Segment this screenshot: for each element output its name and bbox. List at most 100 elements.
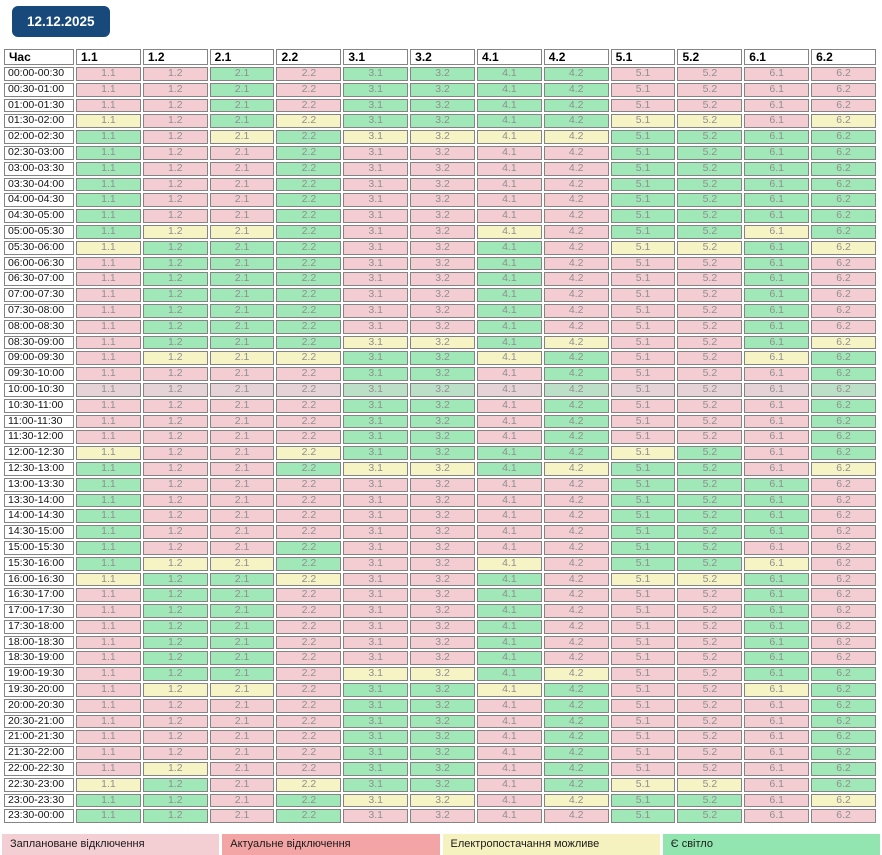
schedule-cell: 6.2 xyxy=(811,319,876,334)
time-cell: 23:30-00:00 xyxy=(4,809,74,824)
schedule-cell: 4.2 xyxy=(543,414,609,429)
schedule-cell: 6.1 xyxy=(744,525,810,539)
schedule-cell: 2.2 xyxy=(276,446,342,460)
time-cell: 04:00-04:30 xyxy=(4,193,74,208)
time-cell: 18:30-19:00 xyxy=(4,651,74,666)
schedule-cell: 5.1 xyxy=(610,367,676,381)
time-cell: 09:30-10:00 xyxy=(4,367,74,381)
schedule-cell: 4.2 xyxy=(543,319,609,334)
schedule-cell: 2.1 xyxy=(209,272,275,287)
schedule-cell: 4.1 xyxy=(476,130,542,144)
table-row: 17:30-18:00 1.1 1.2 2.1 2.2 3.1 3.2 4.1 4.2 5.1 5.… xyxy=(4,619,876,634)
schedule-cell: 5.2 xyxy=(677,224,743,239)
schedule-cell: 6.2 xyxy=(811,493,876,508)
schedule-cell: 6.1 xyxy=(744,746,810,761)
schedule-cell: 6.1 xyxy=(744,477,810,492)
schedule-cell: 4.1 xyxy=(476,604,542,618)
schedule-cell: 5.2 xyxy=(677,288,743,302)
schedule-cell: 4.1 xyxy=(476,319,542,334)
table-row: 06:30-07:00 1.1 1.2 2.1 2.2 3.1 3.2 4.1 4.2 5.1 5.… xyxy=(4,272,876,287)
schedule-cell: 3.2 xyxy=(410,98,475,113)
schedule-cell: 6.2 xyxy=(811,145,876,160)
schedule-cell: 4.1 xyxy=(476,256,542,271)
schedule-cell: 1.2 xyxy=(142,382,208,397)
schedule-cell: 6.2 xyxy=(811,130,876,144)
schedule-cell: 1.2 xyxy=(142,683,208,697)
schedule-cell: 3.2 xyxy=(410,793,475,808)
schedule-cell: 3.1 xyxy=(343,588,409,603)
schedule-cell: 6.2 xyxy=(811,240,876,255)
schedule-body: 00:00-00:30 1.1 1.2 2.1 2.2 3.1 3.2 4.1 4.2 5.1 5.… xyxy=(4,67,876,824)
schedule-cell: 3.1 xyxy=(343,193,409,208)
table-row: 15:00-15:30 1.1 1.2 2.1 2.2 3.1 3.2 4.1 4.2 5.1 5.… xyxy=(4,540,876,555)
schedule-cell: 4.2 xyxy=(543,98,609,113)
schedule-cell: 6.2 xyxy=(811,367,876,381)
schedule-cell: 3.1 xyxy=(343,651,409,666)
schedule-cell: 2.2 xyxy=(276,319,342,334)
table-row: 13:00-13:30 1.1 1.2 2.1 2.2 3.1 3.2 4.1 4.2 5.1 5.… xyxy=(4,477,876,492)
schedule-cell: 2.1 xyxy=(209,667,275,682)
schedule-cell: 5.2 xyxy=(677,556,743,571)
schedule-cell: 5.2 xyxy=(677,683,743,697)
schedule-cell: 1.2 xyxy=(142,209,208,223)
table-row: 11:30-12:00 1.1 1.2 2.1 2.2 3.1 3.2 4.1 4.2 5.1 5.… xyxy=(4,430,876,445)
schedule-cell: 2.2 xyxy=(276,714,342,729)
schedule-cell: 2.1 xyxy=(209,793,275,808)
schedule-cell: 2.2 xyxy=(276,367,342,381)
schedule-cell: 3.2 xyxy=(410,240,475,255)
time-cell: 00:30-01:00 xyxy=(4,82,74,97)
schedule-cell: 2.1 xyxy=(209,619,275,634)
schedule-cell: 3.2 xyxy=(410,809,475,824)
schedule-cell: 6.2 xyxy=(811,604,876,618)
column-header: 5.2 xyxy=(677,49,743,65)
schedule-cell: 3.2 xyxy=(410,461,475,476)
schedule-cell: 4.2 xyxy=(543,619,609,634)
schedule-cell: 1.1 xyxy=(76,461,141,476)
schedule-cell: 3.1 xyxy=(343,272,409,287)
schedule-cell: 2.2 xyxy=(276,683,342,697)
schedule-cell: 6.2 xyxy=(811,161,876,176)
schedule-cell: 2.1 xyxy=(209,493,275,508)
schedule-cell: 4.2 xyxy=(543,177,609,192)
schedule-cell: 1.2 xyxy=(142,193,208,208)
schedule-cell: 4.2 xyxy=(543,382,609,397)
schedule-cell: 5.2 xyxy=(677,698,743,713)
schedule-cell: 5.1 xyxy=(610,224,676,239)
time-cell: 18:00-18:30 xyxy=(4,635,74,650)
schedule-cell: 2.1 xyxy=(209,477,275,492)
schedule-cell: 5.1 xyxy=(610,667,676,682)
schedule-cell: 6.1 xyxy=(744,67,810,81)
schedule-cell: 6.2 xyxy=(811,509,876,524)
schedule-cell: 6.2 xyxy=(811,114,876,129)
schedule-cell: 5.2 xyxy=(677,272,743,287)
schedule-cell: 5.2 xyxy=(677,572,743,587)
schedule-cell: 3.2 xyxy=(410,525,475,539)
schedule-cell: 1.2 xyxy=(142,509,208,524)
schedule-cell: 4.1 xyxy=(476,540,542,555)
schedule-cell: 5.1 xyxy=(610,382,676,397)
schedule-cell: 2.1 xyxy=(209,82,275,97)
time-cell: 07:00-07:30 xyxy=(4,288,74,302)
date-badge[interactable]: 12.12.2025 xyxy=(12,6,110,37)
schedule-cell: 4.2 xyxy=(543,114,609,129)
schedule-cell: 1.1 xyxy=(76,161,141,176)
schedule-cell: 6.2 xyxy=(811,746,876,761)
column-header: 1.2 xyxy=(142,49,208,65)
time-cell: 07:30-08:00 xyxy=(4,303,74,318)
table-row: 20:00-20:30 1.1 1.2 2.1 2.2 3.1 3.2 4.1 4.2 5.1 5.… xyxy=(4,698,876,713)
schedule-cell: 4.2 xyxy=(543,446,609,460)
schedule-cell: 5.1 xyxy=(610,556,676,571)
schedule-cell: 4.1 xyxy=(476,240,542,255)
schedule-cell: 4.2 xyxy=(543,509,609,524)
schedule-cell: 5.1 xyxy=(610,698,676,713)
schedule-cell: 3.1 xyxy=(343,398,409,413)
schedule-cell: 1.2 xyxy=(142,714,208,729)
table-row: 02:00-02:30 1.1 1.2 2.1 2.2 3.1 3.2 4.1 4.2 5.1 5.… xyxy=(4,130,876,144)
table-row: 11:00-11:30 1.1 1.2 2.1 2.2 3.1 3.2 4.1 4.2 5.1 5.… xyxy=(4,414,876,429)
schedule-cell: 3.2 xyxy=(410,145,475,160)
schedule-cell: 6.2 xyxy=(811,398,876,413)
schedule-cell: 2.1 xyxy=(209,604,275,618)
schedule-cell: 5.1 xyxy=(610,114,676,129)
schedule-cell: 6.1 xyxy=(744,288,810,302)
schedule-cell: 3.2 xyxy=(410,762,475,776)
